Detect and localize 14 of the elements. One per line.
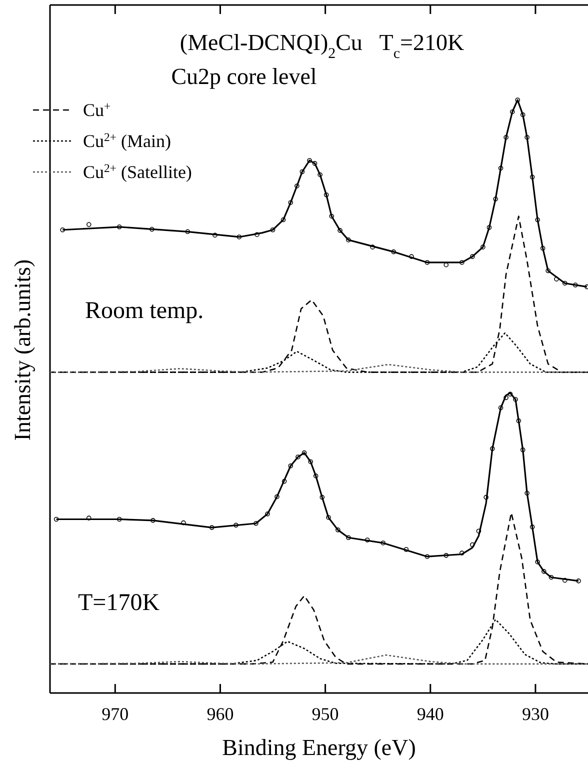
x-tick-label: 930 [522,704,549,724]
x-tick-label: 970 [102,704,129,724]
legend-label: Cu$^{2+}$ (Main) [83,130,171,151]
chart-subtitle: Cu2p core level [171,64,317,89]
x-tick-label: 950 [312,704,339,724]
x-tick-label: 940 [416,704,444,724]
annotation: Room temp. [85,298,204,324]
annotation: T=170K [78,590,160,616]
chart-title: (MeCl-DCNQI)$_{2}$Cu T$_{c}$=210K [180,30,464,62]
legend-label: Cu$^{2+}$ (Satellite) [83,162,192,182]
y-axis-title: Intensity (arb.units) [10,259,35,441]
x-axis-title: Binding Energy (eV) [222,735,416,760]
legend-label: Cu$^{+}$ [83,100,112,120]
x-tick-label: 960 [206,704,234,724]
